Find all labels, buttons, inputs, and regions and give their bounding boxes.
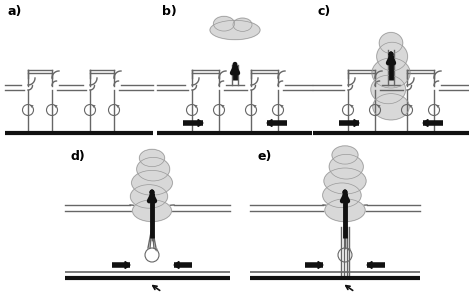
Ellipse shape bbox=[136, 157, 170, 181]
Ellipse shape bbox=[210, 20, 260, 40]
Ellipse shape bbox=[329, 154, 363, 179]
Ellipse shape bbox=[371, 75, 406, 104]
Polygon shape bbox=[174, 261, 179, 268]
Polygon shape bbox=[367, 261, 372, 268]
Text: e): e) bbox=[258, 150, 272, 163]
Polygon shape bbox=[318, 261, 323, 268]
Polygon shape bbox=[354, 119, 359, 126]
Ellipse shape bbox=[132, 171, 173, 195]
Ellipse shape bbox=[372, 58, 410, 88]
Text: c): c) bbox=[318, 5, 331, 18]
Ellipse shape bbox=[377, 42, 408, 71]
Ellipse shape bbox=[130, 185, 167, 208]
Text: b): b) bbox=[162, 5, 177, 18]
Ellipse shape bbox=[139, 149, 165, 167]
Ellipse shape bbox=[213, 16, 234, 31]
Text: d): d) bbox=[70, 150, 85, 163]
Polygon shape bbox=[423, 119, 428, 126]
Ellipse shape bbox=[379, 33, 403, 54]
Ellipse shape bbox=[325, 199, 365, 222]
Polygon shape bbox=[125, 261, 130, 268]
Ellipse shape bbox=[133, 200, 172, 222]
Ellipse shape bbox=[323, 183, 361, 208]
Ellipse shape bbox=[324, 168, 366, 194]
Polygon shape bbox=[198, 119, 203, 126]
Text: a): a) bbox=[7, 5, 22, 18]
Ellipse shape bbox=[233, 18, 252, 31]
Polygon shape bbox=[267, 119, 272, 126]
Ellipse shape bbox=[373, 93, 409, 120]
Ellipse shape bbox=[332, 146, 358, 164]
